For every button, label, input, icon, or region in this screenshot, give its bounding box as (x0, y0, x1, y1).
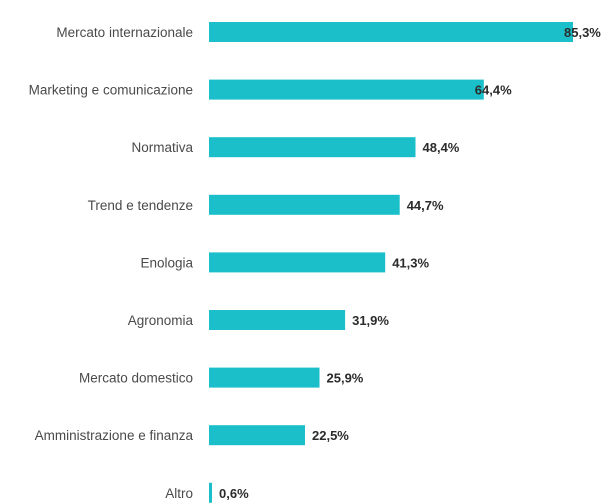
bar (209, 310, 346, 330)
bar (209, 482, 212, 503)
bar (209, 367, 320, 388)
category-label: Enologia (140, 255, 193, 270)
value-label: 85,3% (564, 25, 601, 40)
category-label: Mercato internazionale (56, 25, 193, 40)
value-label: 25,9% (327, 371, 364, 386)
category-label: Altro (165, 486, 193, 501)
bar (209, 425, 305, 446)
value-label: 64,4% (475, 83, 512, 98)
value-label: 44,7% (407, 198, 444, 213)
bars-layer: Mercato internazionale 85,3% Marketing e c… (29, 22, 601, 503)
category-label: Mercato domestico (79, 371, 193, 386)
bar (209, 252, 386, 273)
value-label: 31,9% (352, 313, 389, 328)
bar (209, 137, 416, 158)
category-label: Normativa (131, 140, 193, 155)
value-label: 41,3% (392, 255, 429, 270)
category-label: Amministrazione e finanza (35, 428, 194, 443)
value-label: 0,6% (219, 486, 249, 501)
category-label: Marketing e comunicazione (29, 83, 193, 98)
value-label: 48,4% (423, 140, 460, 155)
bar (209, 79, 484, 100)
bar (209, 22, 573, 42)
bar (209, 194, 400, 215)
value-label: 22,5% (312, 428, 349, 443)
category-label: Trend e tendenze (88, 198, 193, 213)
category-label: Agronomia (128, 313, 194, 328)
